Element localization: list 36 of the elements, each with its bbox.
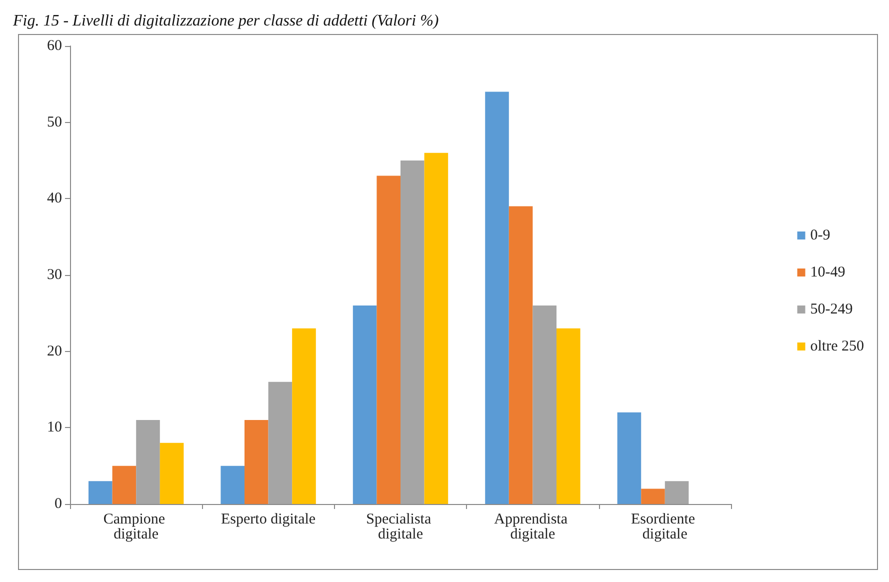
bar <box>112 466 136 504</box>
bar <box>268 382 292 504</box>
bar <box>136 420 160 504</box>
x-tick-label: Esperto digitale <box>221 512 316 528</box>
bar <box>220 466 245 504</box>
bar <box>160 442 184 504</box>
x-tick-label: Esordiente digitale <box>630 512 699 542</box>
x-tick-label: Specialista digitale <box>366 512 435 542</box>
y-tick-label: 20 <box>47 343 62 360</box>
bar <box>376 176 400 504</box>
y-tick-label: 0 <box>54 496 62 512</box>
y-tick-label: 60 <box>47 38 62 54</box>
x-tick-label: Apprendista digitale <box>494 512 572 542</box>
legend-label: 50-249 <box>810 302 853 318</box>
x-tick-label: Campione digitale <box>103 512 169 542</box>
bar <box>508 206 533 504</box>
y-tick-label: 30 <box>47 267 62 283</box>
bar <box>664 481 689 504</box>
legend-label: oltre 250 <box>810 338 864 354</box>
y-tick-label: 10 <box>47 420 62 436</box>
chart-title: Fig. 15 - Livelli di digitalizzazione per classe di addetti (Valori %) <box>12 12 439 30</box>
bar <box>244 420 268 504</box>
bar <box>532 306 556 504</box>
bar <box>88 481 112 504</box>
legend-label: 0-9 <box>810 228 830 244</box>
y-tick-label: 50 <box>47 114 62 130</box>
bar <box>485 92 509 504</box>
bar <box>400 160 424 504</box>
y-tick-label: 40 <box>47 190 62 207</box>
bar <box>424 152 448 504</box>
bar <box>556 328 580 504</box>
bar <box>641 488 665 504</box>
bar <box>352 306 377 504</box>
legend-label: 10-49 <box>810 264 846 280</box>
bar <box>292 328 316 504</box>
bar <box>617 412 642 504</box>
